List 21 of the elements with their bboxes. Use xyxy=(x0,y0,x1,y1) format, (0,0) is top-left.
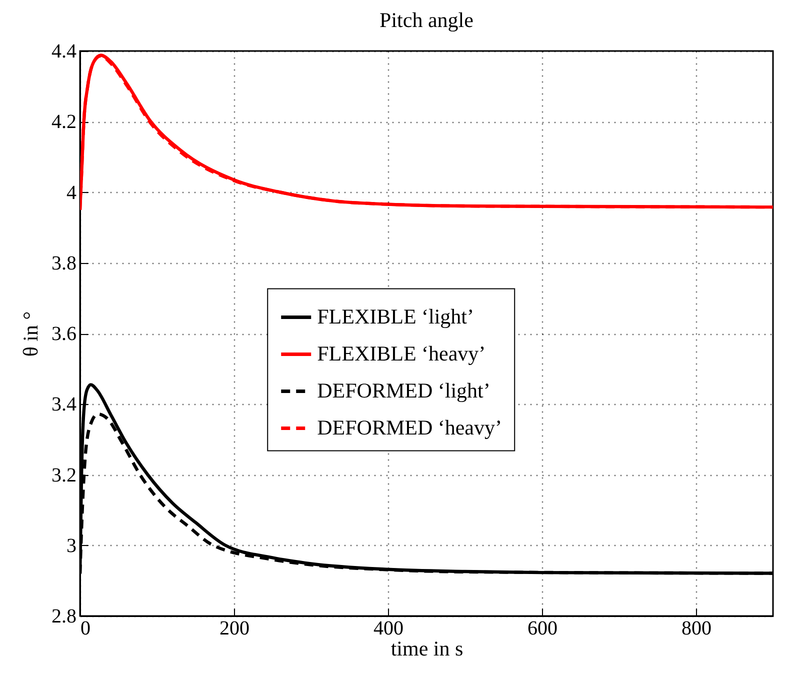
y-tick-label: 3 xyxy=(66,534,76,557)
legend-label: DEFORMED ‘light’ xyxy=(317,378,490,402)
legend-label: FLEXIBLE ‘heavy’ xyxy=(317,341,486,366)
x-axis-title: time in s xyxy=(390,636,464,660)
x-tick-label: 0 xyxy=(80,618,90,640)
x-tick-label: 800 xyxy=(682,618,712,640)
chart-title: Pitch angle xyxy=(380,8,474,32)
y-tick-label: 3.6 xyxy=(52,323,76,345)
y-tick-label: 4.4 xyxy=(52,40,76,62)
y-tick-label: 3.8 xyxy=(52,252,76,274)
y-tick-label: 3.4 xyxy=(52,394,76,416)
legend-label: DEFORMED ‘heavy’ xyxy=(317,415,502,440)
y-tick-label: 3.2 xyxy=(52,464,76,486)
x-tick-label: 400 xyxy=(374,618,404,640)
y-tick-label: 4 xyxy=(66,182,76,204)
y-tick-label: 4.2 xyxy=(52,111,76,134)
x-tick-label: 200 xyxy=(220,618,250,640)
y-axis-title: θ in ° xyxy=(18,311,42,357)
y-tick-label: 2.8 xyxy=(52,606,76,628)
legend-label: FLEXIBLE ‘light’ xyxy=(317,304,474,328)
x-tick-label: 600 xyxy=(528,618,558,640)
